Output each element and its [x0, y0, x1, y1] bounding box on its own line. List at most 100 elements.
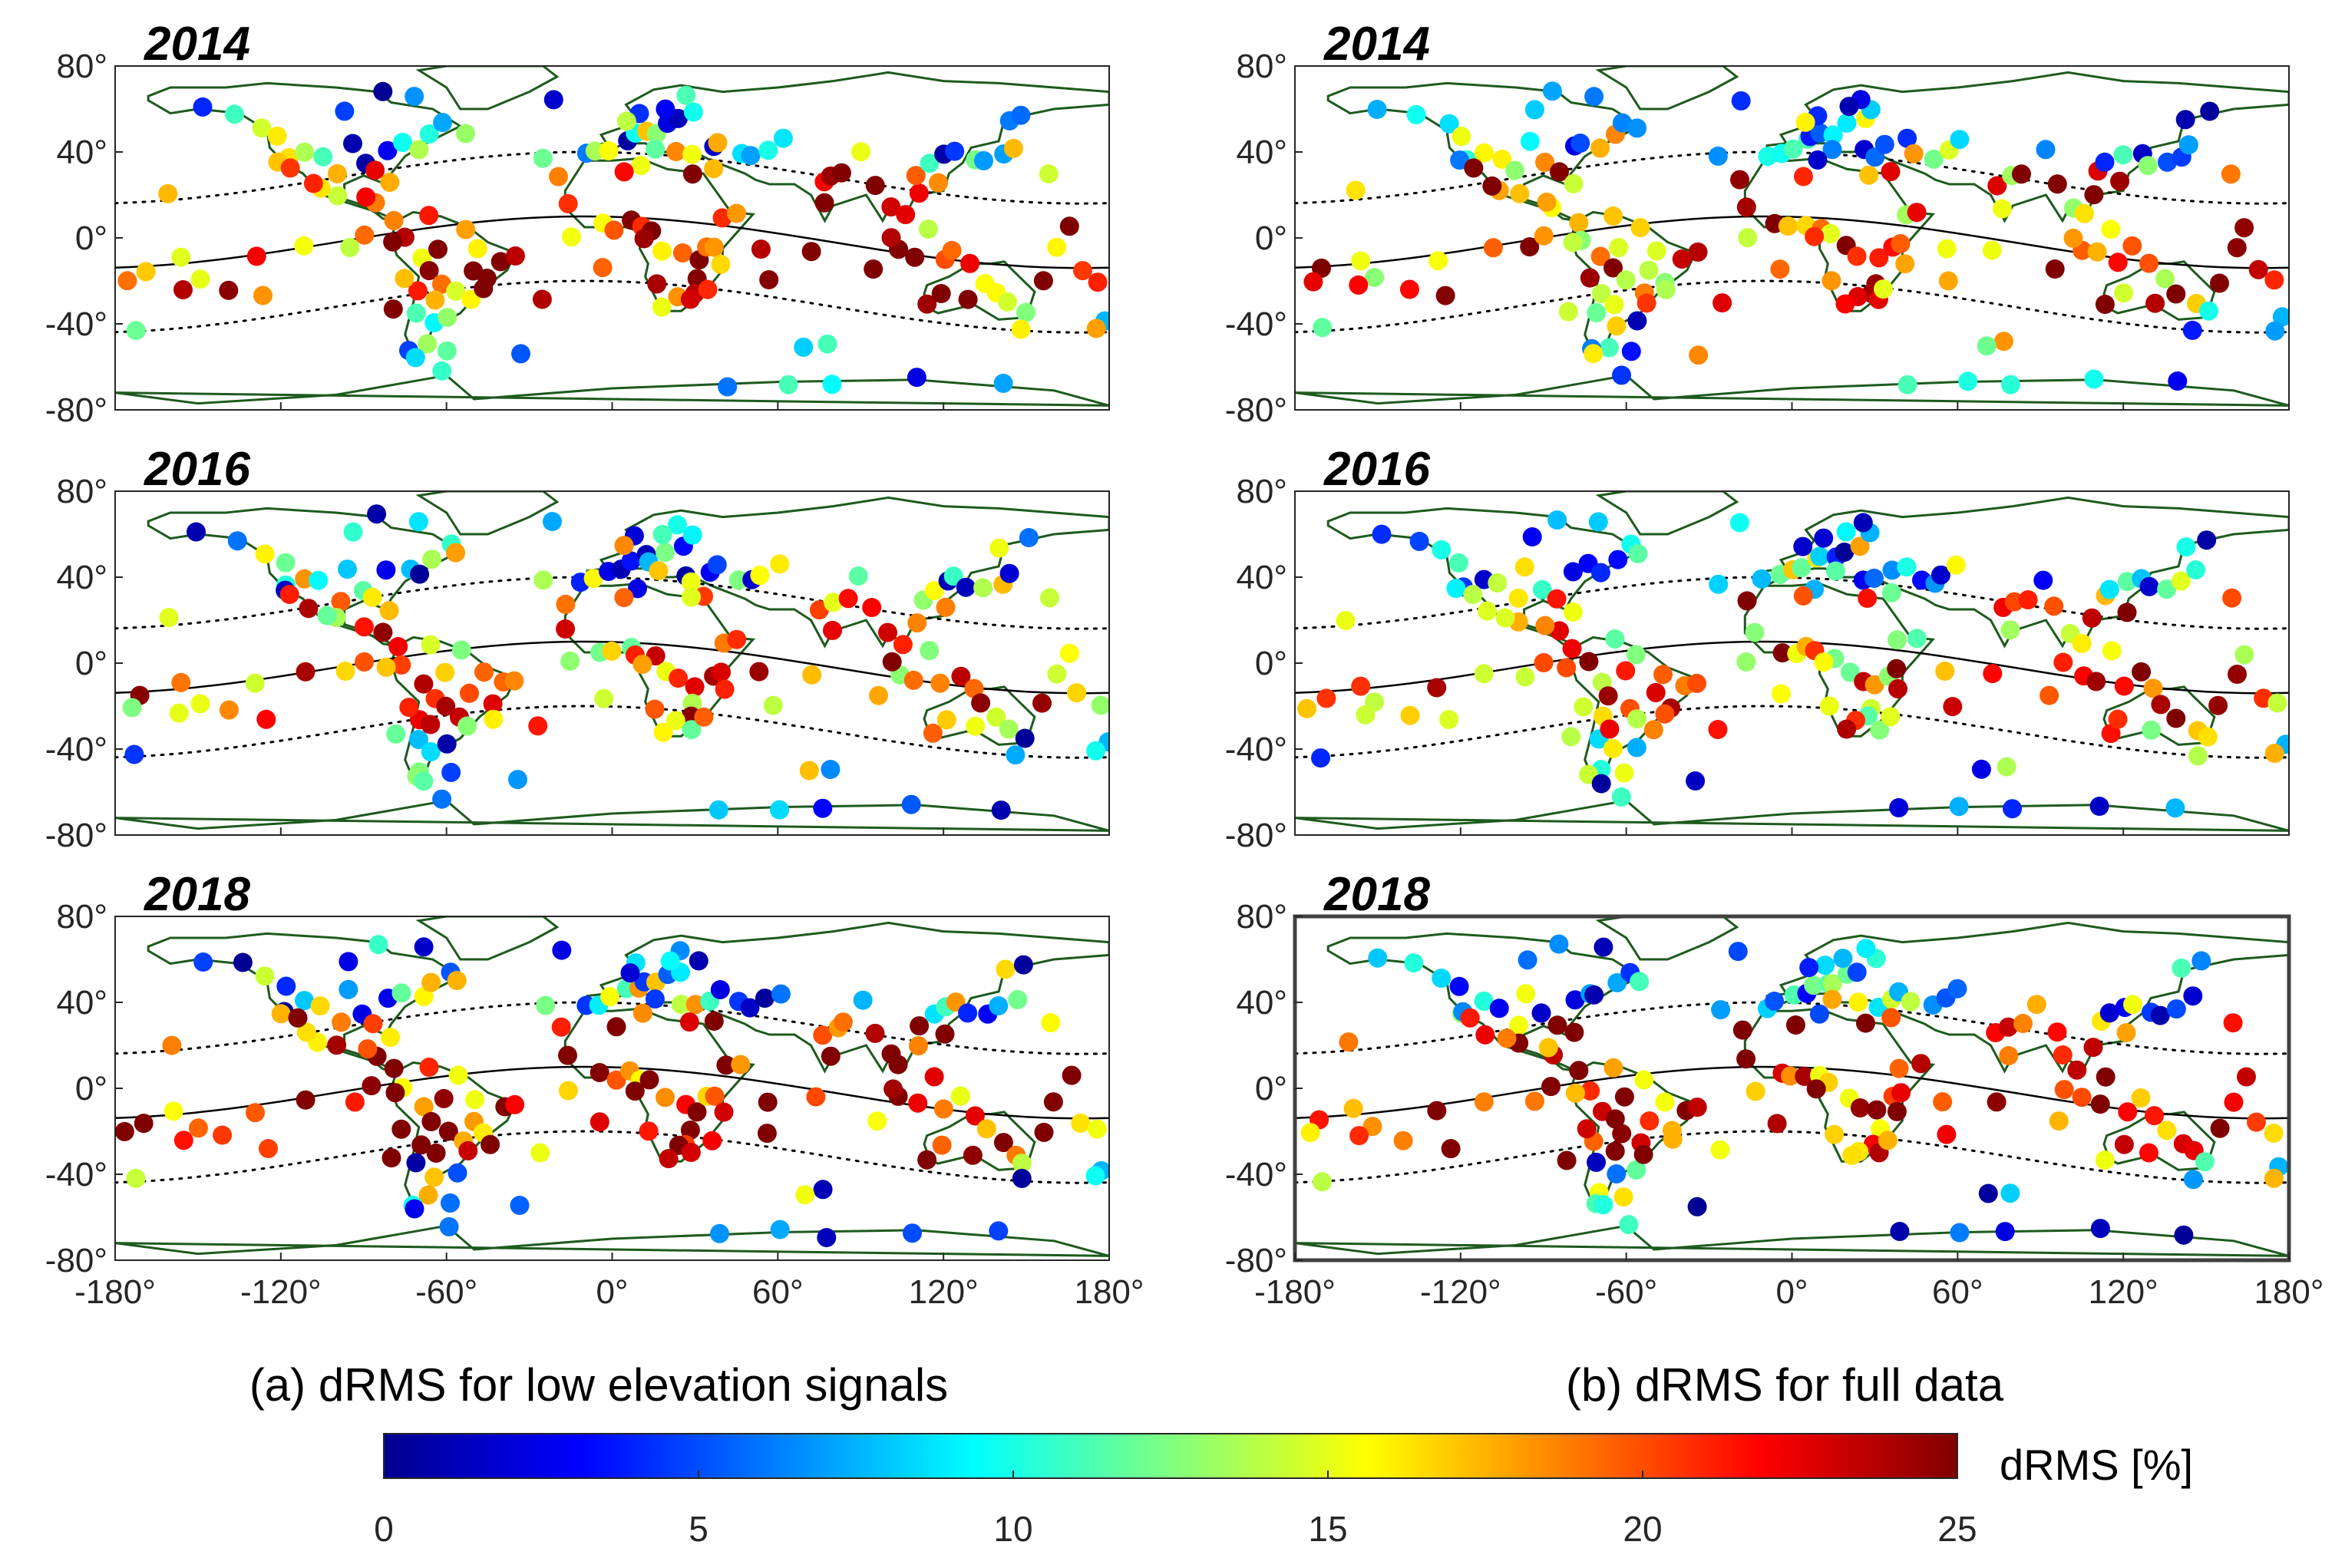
- station-point: [666, 142, 686, 161]
- coastline: [1295, 1224, 2289, 1257]
- station-point: [1612, 365, 1631, 385]
- station-point: [2142, 720, 2162, 740]
- station-point: [2099, 1003, 2119, 1023]
- station-point: [367, 504, 387, 524]
- station-point: [381, 1028, 401, 1048]
- station-point: [1612, 113, 1632, 133]
- station-point: [1579, 652, 1599, 672]
- station-point: [942, 240, 962, 260]
- station-point: [126, 1168, 146, 1188]
- station-point: [2033, 570, 2053, 590]
- station-point: [974, 150, 993, 170]
- station-point: [1509, 1015, 1529, 1035]
- station-point: [435, 662, 455, 682]
- year-label: 2014: [1323, 18, 1430, 71]
- station-point: [1032, 693, 1052, 713]
- station-point: [1950, 1223, 1970, 1243]
- station-point: [457, 716, 477, 736]
- coastline: [1295, 374, 2289, 407]
- station-point: [2036, 140, 2056, 160]
- station-point: [1605, 629, 1625, 649]
- station-point: [1888, 678, 1907, 698]
- y-tick-label: 0°: [75, 220, 107, 257]
- station-point: [1584, 985, 1604, 1005]
- station-point: [666, 711, 685, 731]
- station-point: [1316, 688, 1336, 708]
- station-point: [1577, 1119, 1597, 1139]
- station-point: [343, 134, 362, 153]
- station-point: [2067, 1060, 2087, 1080]
- station-point: [408, 512, 428, 532]
- station-point: [343, 522, 363, 542]
- station-point: [715, 679, 735, 699]
- station-point: [884, 1079, 903, 1099]
- station-point: [446, 281, 466, 301]
- station-point: [631, 156, 651, 176]
- station-point: [893, 635, 913, 655]
- station-point: [1349, 275, 1369, 295]
- station-point: [945, 141, 965, 161]
- station-point: [1804, 975, 1824, 995]
- station-point: [1399, 279, 1419, 299]
- station-point: [867, 1111, 887, 1131]
- x-tick-label: 180°: [1074, 1273, 1144, 1311]
- station-point: [490, 252, 510, 272]
- station-point: [1071, 1113, 1091, 1133]
- station-point: [1356, 705, 1376, 725]
- station-point: [2197, 530, 2217, 550]
- station-point: [606, 1017, 626, 1037]
- station-point: [1557, 658, 1577, 678]
- station-point: [1806, 1079, 1826, 1099]
- station-point: [931, 284, 951, 303]
- station-point: [814, 193, 834, 213]
- y-tick-label: -40°: [1225, 305, 1287, 343]
- station-point: [2145, 1106, 2164, 1126]
- station-point: [634, 229, 654, 249]
- dotted-boundary-line: [115, 705, 1109, 759]
- station-point: [778, 375, 798, 394]
- station-point: [1627, 738, 1646, 758]
- station-point: [530, 1143, 550, 1163]
- station-point: [1604, 295, 1624, 315]
- station-point: [1655, 1092, 1675, 1112]
- station-point: [505, 246, 525, 266]
- station-point: [418, 334, 438, 354]
- coastline: [415, 916, 560, 961]
- station-point: [189, 1118, 208, 1138]
- station-point: [385, 1083, 405, 1103]
- station-point: [1835, 542, 1855, 562]
- station-point: [755, 989, 775, 1008]
- station-point: [2139, 1143, 2158, 1163]
- station-point: [1518, 950, 1537, 970]
- station-point: [707, 555, 727, 575]
- station-point: [393, 133, 412, 152]
- y-tick-label: 0°: [75, 645, 107, 682]
- station-point: [446, 543, 466, 563]
- station-point: [1362, 1117, 1382, 1137]
- station-point: [310, 996, 330, 1016]
- station-point: [1778, 216, 1798, 236]
- station-point: [1311, 748, 1330, 768]
- y-tick-label: -40°: [45, 305, 107, 343]
- station-point: [1672, 249, 1692, 269]
- station-point: [317, 606, 337, 626]
- station-point: [1449, 976, 1469, 996]
- station-point: [1368, 948, 1388, 968]
- station-point: [1911, 1054, 1930, 1074]
- station-point: [2084, 369, 2104, 389]
- station-point: [2138, 156, 2158, 176]
- station-point: [1931, 565, 1950, 585]
- station-point: [1687, 1197, 1707, 1216]
- y-tick-label: 40°: [1236, 984, 1287, 1022]
- station-point: [340, 238, 360, 257]
- station-point: [1349, 1126, 1369, 1146]
- station-point: [1793, 586, 1813, 606]
- year-label: 2014: [144, 18, 250, 71]
- y-tick-label: -40°: [45, 1156, 107, 1193]
- station-point: [1460, 1008, 1480, 1028]
- station-point: [1039, 164, 1059, 183]
- station-point: [1367, 100, 1387, 119]
- station-point: [1613, 1187, 1633, 1207]
- station-point: [652, 524, 672, 544]
- station-point: [1711, 1000, 1731, 1020]
